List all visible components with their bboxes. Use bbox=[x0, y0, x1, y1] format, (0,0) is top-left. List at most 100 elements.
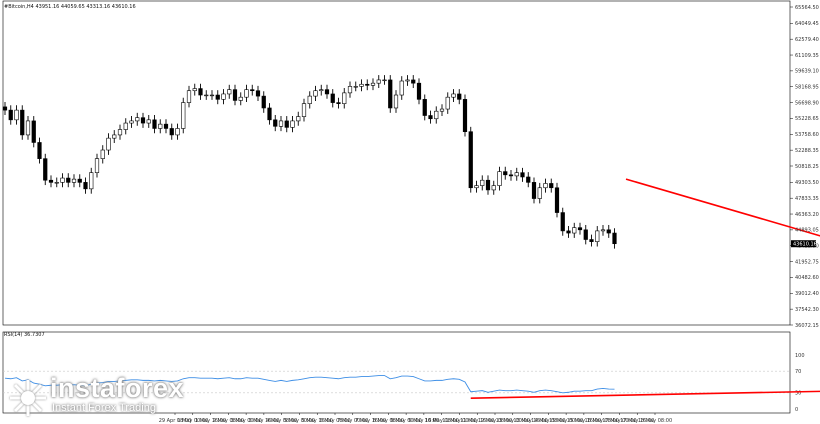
candle bbox=[250, 84, 255, 96]
candle bbox=[537, 182, 542, 204]
candle bbox=[106, 133, 111, 155]
candle bbox=[37, 137, 42, 164]
candle bbox=[589, 234, 594, 247]
candle bbox=[508, 169, 514, 181]
candle bbox=[232, 84, 238, 106]
candle bbox=[399, 76, 404, 100]
candle bbox=[612, 228, 617, 249]
candle bbox=[94, 153, 100, 178]
candle bbox=[89, 167, 94, 194]
time-tick-label: 7 May 16:00 bbox=[355, 418, 386, 424]
candle bbox=[491, 180, 496, 195]
candle bbox=[480, 175, 485, 191]
price-tick-label: 53758.60 bbox=[795, 132, 819, 138]
candle bbox=[66, 173, 71, 188]
current-price-tag bbox=[791, 240, 816, 248]
price-tick-label: 65564.50 bbox=[795, 5, 819, 11]
candle bbox=[560, 207, 565, 236]
rsi-line bbox=[4, 375, 615, 394]
candle bbox=[140, 112, 146, 128]
candle bbox=[296, 111, 301, 126]
candle bbox=[416, 78, 422, 105]
rsi-panel-frame bbox=[2, 331, 791, 414]
candle bbox=[439, 104, 445, 117]
time-tick-label: 9 May 16:00 bbox=[408, 418, 439, 424]
price-tick-label: 64049.45 bbox=[795, 21, 819, 27]
candle bbox=[204, 90, 209, 100]
candle bbox=[445, 92, 450, 114]
price-tick-label: 56698.90 bbox=[795, 100, 819, 106]
candle bbox=[261, 91, 266, 113]
candle bbox=[198, 83, 203, 100]
candle bbox=[100, 145, 105, 164]
price-tick-label: 52288.35 bbox=[795, 148, 819, 154]
time-tick-label: 4 May 08:00 bbox=[266, 418, 297, 424]
instaforex-logo-icon bbox=[10, 380, 46, 416]
instaforex-logo: instaforex Instant Forex Trading bbox=[50, 374, 184, 414]
candle bbox=[8, 105, 13, 125]
candle bbox=[181, 97, 186, 134]
rsi-tick-label: 0 bbox=[795, 407, 798, 413]
candle bbox=[123, 118, 128, 135]
price-tick-label: 61109.35 bbox=[795, 53, 819, 59]
candle bbox=[25, 116, 31, 140]
candle bbox=[514, 167, 519, 181]
price-tick-label: 47833.35 bbox=[795, 196, 819, 202]
candle bbox=[457, 89, 462, 105]
price-tick-label: 37542.30 bbox=[795, 307, 819, 313]
rsi-info: RSI(14) 36.7307 bbox=[4, 332, 45, 338]
candle bbox=[77, 174, 82, 188]
price-tick-label: 49303.50 bbox=[795, 180, 819, 186]
symbol-info: #Bitcoin,H4 43951.16 44059.65 43313.16 4… bbox=[4, 4, 136, 10]
candle bbox=[48, 175, 54, 188]
candle bbox=[336, 97, 341, 109]
candle bbox=[531, 177, 537, 204]
candle bbox=[422, 94, 427, 121]
time-tick-label: 14 May 08:00 bbox=[531, 418, 565, 424]
candle bbox=[405, 75, 410, 86]
candle bbox=[112, 130, 117, 144]
current-price-label: 43610.16 bbox=[793, 242, 817, 248]
candle bbox=[290, 116, 295, 133]
time-tick-label: 11 May 00:00 bbox=[442, 418, 476, 424]
candle bbox=[520, 167, 525, 182]
candle bbox=[365, 79, 370, 91]
candle bbox=[497, 166, 502, 191]
time-tick-label: 9 May 00:00 bbox=[391, 418, 422, 424]
candle bbox=[186, 85, 192, 108]
candle bbox=[330, 89, 335, 108]
candle bbox=[71, 174, 77, 188]
rsi-trendline bbox=[470, 390, 820, 399]
candle bbox=[526, 172, 531, 188]
price-trendline bbox=[625, 178, 820, 237]
price-tick-label: 46363.20 bbox=[795, 212, 819, 218]
candle bbox=[273, 114, 278, 132]
candle bbox=[388, 75, 393, 113]
time-tick-label: 1 May 00:00 bbox=[177, 418, 208, 424]
price-tick-label: 58168.95 bbox=[795, 85, 819, 91]
candle bbox=[43, 153, 48, 186]
time-tick-label: 7 May 00:00 bbox=[337, 418, 368, 424]
candle bbox=[158, 119, 163, 134]
candle bbox=[244, 84, 249, 103]
time-tick-label: 1 May 16:00 bbox=[195, 418, 226, 424]
candle bbox=[129, 116, 134, 128]
price-candles bbox=[2, 75, 820, 249]
time-tick-label: 13 May 00:00 bbox=[496, 418, 530, 424]
candle bbox=[347, 81, 353, 98]
candle bbox=[31, 116, 36, 148]
candle bbox=[324, 84, 330, 99]
candle bbox=[474, 180, 479, 193]
brand-tagline: Instant Forex Trading bbox=[52, 402, 156, 414]
candle bbox=[163, 119, 169, 134]
candle bbox=[221, 89, 226, 105]
candle bbox=[278, 116, 284, 132]
candle bbox=[20, 105, 25, 140]
candle bbox=[54, 177, 59, 188]
candle bbox=[577, 222, 583, 235]
time-tick-label: 17 May 00:00 bbox=[602, 418, 636, 424]
time-tick-label: 17 May 16:00 bbox=[620, 418, 654, 424]
candle bbox=[267, 103, 272, 125]
price-tick-label: 36072.15 bbox=[795, 323, 819, 329]
